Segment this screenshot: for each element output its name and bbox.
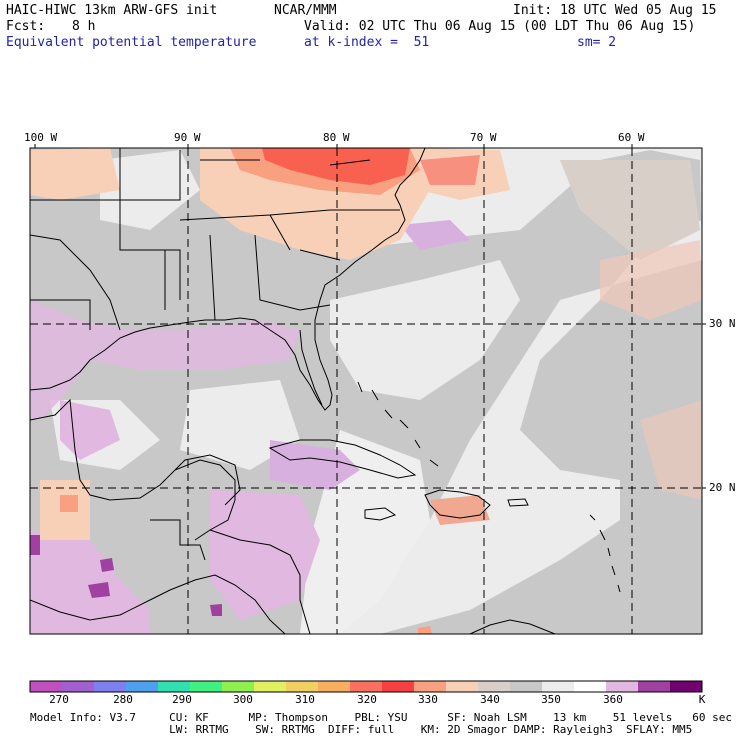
antilles	[589, 514, 621, 593]
colorbar-swatch	[606, 681, 639, 692]
colorbar-label: 330	[418, 693, 438, 706]
colorbar-swatch	[62, 681, 95, 692]
colorbar-label: 280	[113, 693, 133, 706]
colorbar-swatch	[222, 681, 255, 692]
colorbar-swatch	[190, 681, 223, 692]
mexico-border	[30, 234, 121, 331]
colorbar-swatch	[638, 681, 671, 692]
yucatan	[174, 454, 241, 506]
colorbar-swatch	[574, 681, 607, 692]
colorbar-frame	[29, 680, 703, 693]
colorbar-swatch	[446, 681, 479, 692]
colorbar-swatch	[414, 681, 447, 692]
lavender-region	[400, 220, 470, 250]
lat-label-30n: 30 N	[709, 317, 736, 330]
peach-region	[600, 240, 702, 320]
colorbar-swatch	[478, 681, 511, 692]
light-region	[330, 260, 520, 400]
colorbar-label: 290	[172, 693, 192, 706]
map-field	[30, 148, 702, 634]
purple-blob	[100, 558, 114, 572]
lon-label-90w: 90 W	[174, 131, 201, 144]
graticule	[30, 148, 702, 634]
light-region	[100, 150, 200, 230]
colorbar-swatch	[542, 681, 575, 692]
model-info-line2: LW: RRTMG SW: RRTMG DIFF: full KM: 2D Sm…	[30, 723, 693, 736]
salmon-region	[60, 495, 78, 512]
colorbar	[29, 680, 703, 693]
colorbar-swatch	[30, 681, 63, 692]
lavender-region	[30, 300, 300, 420]
lon-label-80w: 80 W	[323, 131, 350, 144]
colorbar-swatch	[350, 681, 383, 692]
colorbar-label: 360	[603, 693, 623, 706]
colorbar-swatch	[670, 681, 703, 692]
colorbar-swatch	[126, 681, 159, 692]
level-index: at k-index = 51	[304, 35, 430, 50]
hispaniola	[424, 489, 491, 519]
colorbar-swatch	[286, 681, 319, 692]
colorbar-label: 300	[233, 693, 253, 706]
salmon-region	[420, 155, 480, 185]
bahamas	[357, 381, 439, 467]
model-title: HAIC-HIWC 13km ARW-GFS init	[6, 3, 218, 18]
colorbar-swatch	[94, 681, 127, 692]
mexico-coast	[30, 398, 236, 541]
purple-blob	[210, 604, 222, 616]
lon-label-60w: 60 W	[618, 131, 645, 144]
florida	[299, 329, 323, 406]
colorbar-label: 310	[295, 693, 315, 706]
cuba	[268, 439, 417, 479]
purple-blob	[30, 535, 40, 555]
central-america-east	[209, 529, 311, 634]
colorbar-label: 350	[541, 693, 561, 706]
state-border	[30, 148, 400, 330]
guatemala-border	[150, 519, 206, 561]
lon-label-100w: 100 W	[24, 131, 58, 144]
forecast-hour: 8 h	[72, 19, 96, 34]
colorbar-label: 320	[357, 693, 377, 706]
lon-label-70w: 70 W	[470, 131, 497, 144]
tick-marks	[34, 144, 706, 489]
light-region	[340, 148, 702, 634]
salmon-region	[418, 626, 432, 634]
colorbar-swatch	[510, 681, 543, 692]
peach-region	[640, 400, 702, 500]
lat-label-20n: 20 N	[709, 481, 736, 494]
peach-region	[430, 495, 490, 525]
valid-time: Valid: 02 UTC Thu 06 Aug 15 (00 LDT Thu …	[304, 19, 696, 34]
peach-region	[30, 148, 120, 200]
colorbar-swatch	[158, 681, 191, 692]
puerto-rico	[507, 498, 529, 507]
purple-blob	[88, 582, 110, 598]
jamaica	[364, 507, 397, 521]
coastlines	[30, 148, 621, 634]
colorbar-swatch	[254, 681, 287, 692]
field-name: Equivalent potential temperature	[6, 35, 257, 50]
org-label: NCAR/MMM	[274, 3, 337, 18]
red-region	[262, 148, 410, 185]
colorbar-unit: K	[698, 693, 706, 706]
light-region	[560, 160, 700, 260]
colorbar-swatch	[318, 681, 351, 692]
smoothing-value: sm= 2	[577, 35, 617, 50]
central-america	[30, 574, 286, 634]
colorbar-label: 340	[480, 693, 500, 706]
south-america	[469, 619, 556, 634]
model-info-line1: Model Info: V3.7 CU: KF MP: Thompson PBL…	[30, 711, 732, 724]
map-frame	[29, 147, 703, 635]
colorbar-label: 270	[49, 693, 69, 706]
colorbar-swatch	[382, 681, 415, 692]
lavender-region	[30, 530, 150, 634]
forecast-label: Fcst:	[6, 19, 46, 34]
init-time: Init: 18 UTC Wed 05 Aug 15	[513, 3, 717, 18]
